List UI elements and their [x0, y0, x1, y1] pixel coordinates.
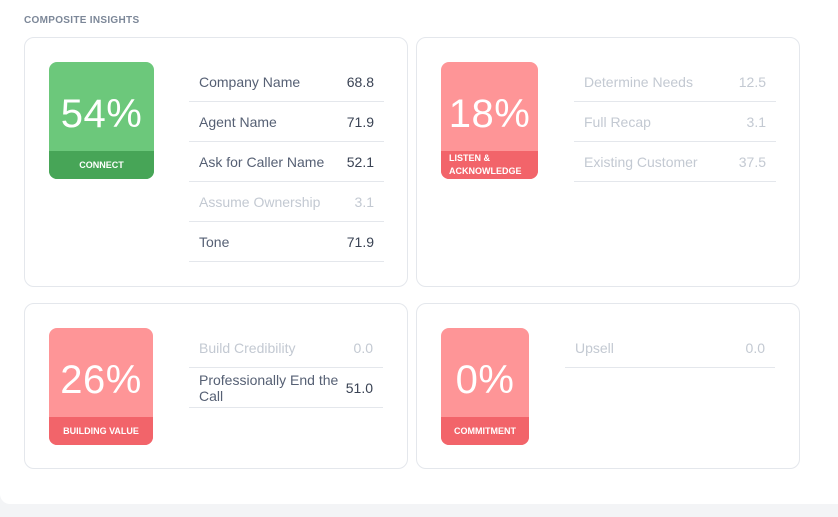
section-title: COMPOSITE INSIGHTS [24, 15, 140, 26]
metric-row: Full Recap 3.1 [574, 102, 776, 142]
insight-card-listen-acknowledge: 18% LISTEN & ACKNOWLEDGE Determine Needs… [416, 37, 800, 287]
score-percent: 18% [448, 92, 531, 136]
composite-insights-panel: COMPOSITE INSIGHTS 54% CONNECT Company N… [0, 0, 838, 504]
metric-row: Existing Customer 37.5 [574, 142, 776, 182]
insight-card-building-value: 26% BUILDING VALUE Build Credibility 0.0… [24, 303, 408, 469]
metric-value: 3.1 [354, 193, 374, 210]
metric-row: Ask for Caller Name 52.1 [189, 142, 384, 182]
metric-name: Assume Ownership [199, 193, 321, 210]
metric-value: 0.0 [353, 339, 373, 356]
metric-value: 52.1 [346, 153, 374, 170]
score-tile-listen-acknowledge: 18% LISTEN & ACKNOWLEDGE [441, 62, 538, 179]
metric-row: Company Name 68.8 [189, 62, 384, 102]
metric-value: 0.0 [745, 339, 765, 356]
metric-value: 12.5 [738, 73, 766, 90]
metric-name: Agent Name [199, 113, 277, 130]
metric-value: 71.9 [346, 113, 374, 130]
metric-value: 68.8 [346, 73, 374, 90]
score-label: BUILDING VALUE [49, 417, 153, 445]
metric-name: Existing Customer [584, 153, 698, 170]
score-label: COMMITMENT [441, 417, 529, 445]
insight-card-connect: 54% CONNECT Company Name 68.8 Agent Name… [24, 37, 408, 287]
metric-name: Determine Needs [584, 73, 693, 90]
metric-name: Ask for Caller Name [199, 153, 325, 170]
score-tile-building-value: 26% BUILDING VALUE [49, 328, 153, 445]
score-tile-commitment: 0% COMMITMENT [441, 328, 529, 445]
metric-name: Professionally End the Call [199, 371, 339, 404]
metric-name: Tone [199, 233, 230, 250]
metric-row: Professionally End the Call 51.0 [189, 368, 383, 408]
metric-name: Upsell [575, 339, 614, 356]
score-percent: 54% [60, 92, 143, 136]
score-tile-connect: 54% CONNECT [49, 62, 154, 179]
metric-value: 37.5 [738, 153, 766, 170]
metric-row: Tone 71.9 [189, 222, 384, 262]
metric-name: Build Credibility [199, 339, 296, 356]
metric-row: Determine Needs 12.5 [574, 62, 776, 102]
metric-name: Company Name [199, 73, 301, 90]
metric-value: 51.0 [345, 379, 373, 396]
metric-value: 3.1 [746, 113, 766, 130]
metric-row: Agent Name 71.9 [189, 102, 384, 142]
metric-row: Upsell 0.0 [565, 328, 775, 368]
score-label: CONNECT [49, 151, 154, 179]
score-percent: 26% [60, 358, 142, 402]
metric-row: Build Credibility 0.0 [189, 328, 383, 368]
metric-name: Full Recap [584, 113, 651, 130]
metric-row: Assume Ownership 3.1 [189, 182, 384, 222]
insight-card-commitment: 0% COMMITMENT Upsell 0.0 [416, 303, 800, 469]
metric-value: 71.9 [346, 233, 374, 250]
score-label: LISTEN & ACKNOWLEDGE [441, 151, 538, 179]
score-percent: 0% [455, 358, 515, 402]
